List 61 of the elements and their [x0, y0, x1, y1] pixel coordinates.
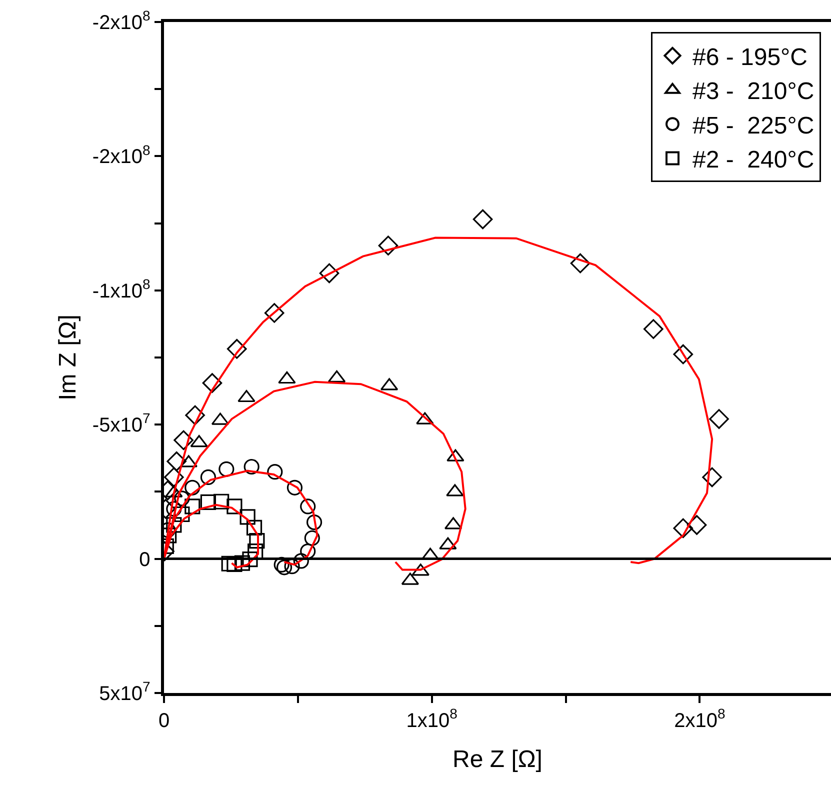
point [226, 556, 242, 572]
point [300, 543, 316, 560]
point [174, 430, 194, 450]
point [164, 467, 184, 488]
point [244, 458, 260, 475]
x-tick-label: 0 [158, 710, 170, 732]
point [673, 344, 694, 364]
point [702, 467, 722, 488]
point [184, 480, 200, 496]
y-tick-label: -1x10$^{8}$ [92, 276, 150, 302]
y-tick-label: 5x10$^{7}$ [99, 678, 150, 705]
point [293, 553, 309, 569]
x-axis-title: Re Z [Ω] [452, 746, 542, 774]
y-tick-label: -2x10$^{8}$ [92, 8, 150, 34]
point [276, 560, 292, 576]
point [378, 236, 398, 256]
point [221, 556, 237, 572]
point [240, 509, 256, 525]
point [242, 552, 258, 568]
point [709, 409, 729, 429]
point [174, 490, 190, 506]
y-tick-label: -5x10$^{7}$ [92, 410, 150, 437]
point [300, 498, 316, 514]
legend-label: #6 - 195°C [692, 44, 808, 72]
legend-label: #3 - 210°C [692, 78, 814, 106]
point [274, 556, 290, 572]
point [249, 533, 265, 549]
point [570, 253, 590, 274]
point [673, 518, 694, 538]
point [202, 373, 222, 393]
point [304, 530, 320, 546]
y-axis-title: Im Z [Ω] [54, 314, 82, 400]
point [226, 498, 242, 514]
point [214, 494, 230, 510]
point [185, 405, 205, 426]
point [686, 515, 707, 535]
legend-label: #2 - 240°C [692, 146, 814, 174]
point [264, 303, 284, 323]
point [166, 517, 182, 533]
point [286, 480, 303, 496]
point [644, 319, 664, 339]
point [166, 451, 186, 472]
x-tick-label: 2x10$^{8}$ [674, 705, 726, 732]
point [200, 494, 216, 510]
point [226, 339, 247, 359]
point [319, 263, 340, 284]
x-tick-label: 1x10$^{8}$ [406, 705, 458, 732]
point [306, 514, 322, 530]
point [246, 520, 262, 536]
point [234, 555, 250, 571]
y-tick-label: -2x10$^{8}$ [92, 142, 150, 168]
point [267, 464, 283, 480]
point [174, 506, 190, 522]
legend-label: #5 - 225°C [692, 112, 814, 140]
point [200, 469, 216, 486]
point [248, 543, 264, 560]
point [184, 498, 200, 514]
point [472, 209, 493, 230]
y-tick-label: 0 [139, 548, 150, 571]
point [284, 558, 300, 574]
point [218, 461, 234, 477]
